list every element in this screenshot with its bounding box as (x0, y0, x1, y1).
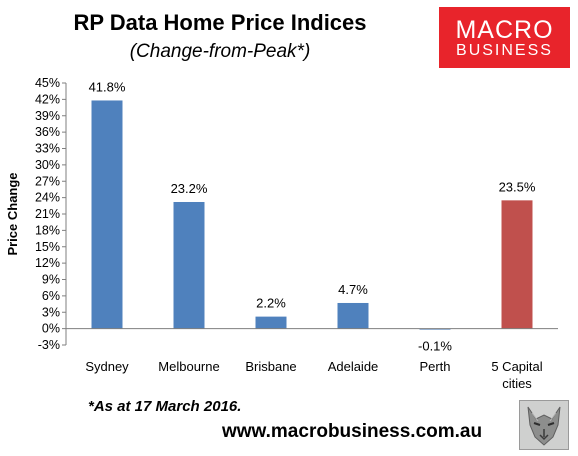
x-tick-label: Perth (419, 359, 450, 374)
website-url: www.macrobusiness.com.au (222, 421, 483, 442)
logo-line-macro: MACRO (455, 16, 554, 44)
wolf-head-icon (519, 400, 569, 450)
y-tick-label: 12% (35, 256, 60, 270)
bar (91, 100, 123, 329)
macrobusiness-logo: MACRO BUSINESS (439, 7, 570, 68)
y-tick-label: 39% (35, 109, 60, 123)
y-tick-label: 6% (42, 289, 60, 303)
chart-subtitle: (Change-from-Peak*) (129, 41, 311, 62)
y-tick-label: 27% (35, 174, 60, 188)
y-tick-label: 24% (35, 191, 60, 205)
bar (337, 302, 369, 329)
x-tick-label-line: Melbourne (158, 359, 219, 374)
y-tick-label: 36% (35, 125, 60, 139)
x-tick-label-line: Sydney (85, 359, 129, 374)
y-tick-label: 21% (35, 207, 60, 221)
x-tick-label-line: Brisbane (245, 359, 296, 374)
bar (173, 201, 205, 329)
bar (501, 200, 533, 329)
chart-title: RP Data Home Price Indices (73, 10, 367, 35)
x-tick-label-line: cities (502, 376, 532, 391)
y-tick-label: -3% (38, 338, 60, 352)
data-label: 23.2% (171, 181, 208, 196)
x-tick-label: Sydney (85, 359, 129, 374)
y-tick-label: 33% (35, 142, 60, 156)
x-tick-label: Adelaide (328, 359, 379, 374)
y-tick-label: 9% (42, 273, 60, 287)
bar (255, 316, 287, 329)
y-axis-title: Price Change (5, 172, 20, 255)
y-tick-label: 18% (35, 223, 60, 237)
data-label: -0.1% (418, 339, 452, 354)
y-tick-label: 3% (42, 305, 60, 319)
x-tick-label-line: 5 Capital (491, 359, 542, 374)
y-tick-label: 42% (35, 92, 60, 106)
data-label: 23.5% (499, 179, 536, 194)
data-label: 4.7% (338, 282, 368, 297)
y-tick-label: 15% (35, 240, 60, 254)
x-tick-label: 5 Capital cities (491, 359, 542, 391)
x-tick-label: Brisbane (245, 359, 296, 374)
x-tick-label-line: Perth (419, 359, 450, 374)
y-tick-label: 0% (42, 322, 60, 336)
y-tick-label: 30% (35, 158, 60, 172)
y-tick-label: 45% (35, 76, 60, 90)
data-label: 2.2% (256, 296, 286, 311)
footnote: *As at 17 March 2016. (88, 398, 242, 415)
x-tick-label: Melbourne (158, 359, 219, 374)
x-tick-label-line: Adelaide (328, 359, 379, 374)
logo-line-business: BUSINESS (456, 42, 553, 59)
bar-chart: -3% 0% 3% 6% 9% 12% 15% 18% 21% 24% 27% 30% 33% 36% 39… (5, 76, 558, 391)
data-label: 41.8% (89, 79, 126, 94)
